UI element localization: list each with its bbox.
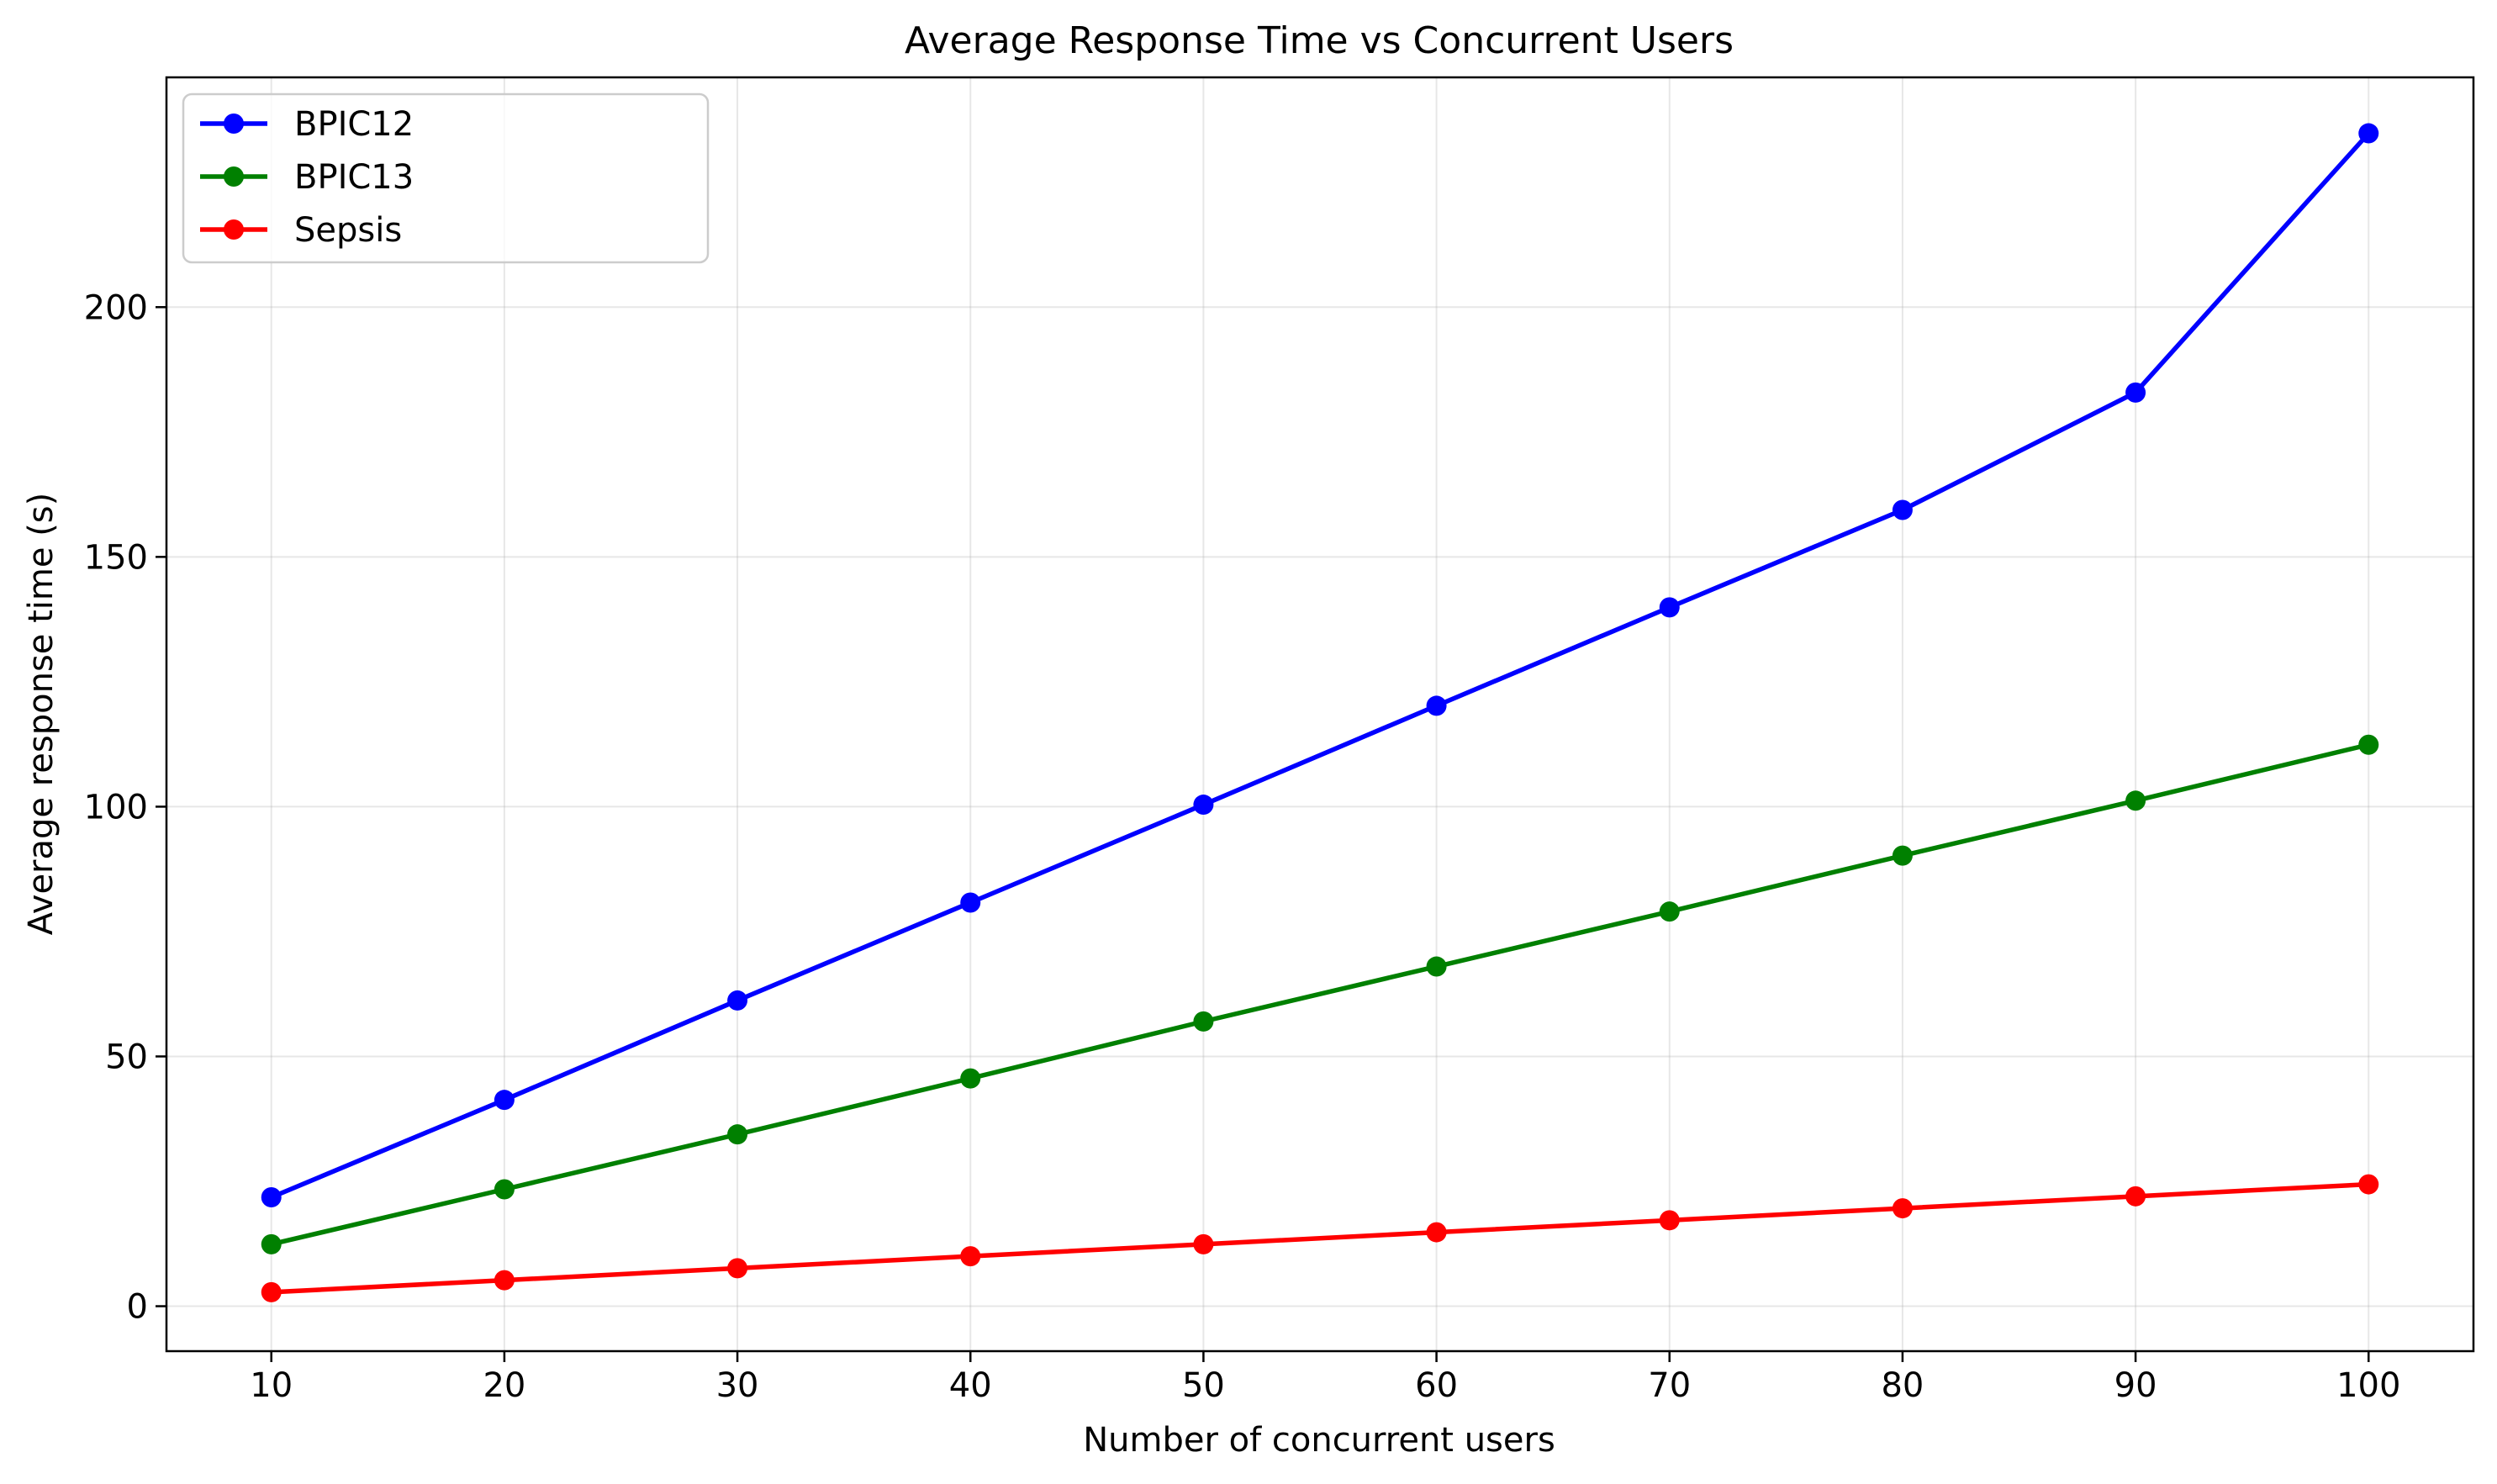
x-tick-label: 40: [949, 1366, 992, 1405]
data-point-bpic12: [727, 990, 748, 1011]
data-point-bpic13: [1892, 845, 1913, 866]
data-point-bpic12: [1659, 597, 1680, 618]
data-point-bpic13: [2125, 790, 2146, 811]
y-tick-label: 200: [84, 288, 148, 327]
data-point-bpic12: [261, 1187, 282, 1208]
data-point-bpic13: [2358, 734, 2379, 755]
data-point-bpic13: [494, 1179, 515, 1200]
legend-label: BPIC13: [294, 158, 414, 197]
series-sepsis: [261, 1174, 2379, 1302]
data-point-sepsis: [1892, 1198, 1913, 1219]
data-point-bpic12: [2125, 382, 2146, 403]
data-point-bpic12: [1193, 795, 1214, 816]
grid-lines: [166, 77, 2473, 1351]
legend-box: [182, 92, 710, 264]
plot-background: [166, 77, 2473, 1351]
plot-area: [165, 76, 2475, 1353]
data-point-bpic13: [1659, 901, 1680, 922]
series-line-bpic12: [268, 130, 2372, 1200]
y-tick-label: 0: [127, 1288, 148, 1327]
data-point-sepsis: [261, 1281, 282, 1302]
y-tick-label: 100: [84, 788, 148, 826]
data-point-sepsis: [494, 1270, 515, 1291]
x-tick-label: 50: [1182, 1366, 1225, 1405]
x-tick-label: 100: [2336, 1366, 2400, 1405]
y-tick-label: 50: [105, 1038, 148, 1076]
data-point-bpic13: [960, 1068, 981, 1089]
series-bpic13: [261, 734, 2379, 1254]
data-point-bpic12: [1426, 695, 1447, 716]
legend-item-bpic13: BPIC13: [200, 158, 414, 197]
x-axis: 10 20 30 40 50 60 70 80 90 100: [250, 1351, 2400, 1405]
legend-item-bpic12: BPIC12: [200, 105, 414, 144]
legend-label: BPIC12: [294, 105, 414, 144]
legend-marker: [224, 166, 244, 187]
data-point-sepsis: [1193, 1233, 1214, 1254]
y-axis-label: Average response time (s): [22, 493, 61, 936]
y-tick-label: 150: [84, 538, 148, 577]
data-point-sepsis: [2358, 1174, 2379, 1195]
data-point-bpic12: [2358, 123, 2379, 144]
x-tick-label: 60: [1415, 1366, 1458, 1405]
chart-title: Average Response Time vs Concurrent User…: [905, 19, 1734, 62]
x-tick-label: 10: [250, 1366, 293, 1405]
series-line-sepsis: [268, 1181, 2372, 1295]
series-bpic12: [261, 123, 2379, 1208]
data-point-bpic13: [727, 1124, 748, 1145]
data-point-bpic13: [1193, 1011, 1214, 1032]
legend-item-sepsis: Sepsis: [200, 211, 402, 250]
data-point-bpic13: [261, 1233, 282, 1254]
legend: BPIC12 BPIC13 Sepsis: [182, 92, 710, 264]
series-line-bpic13: [268, 742, 2372, 1247]
x-tick-label: 20: [483, 1366, 525, 1405]
data-point-sepsis: [960, 1246, 981, 1267]
series-layer: [261, 123, 2379, 1302]
data-point-sepsis: [1426, 1222, 1447, 1243]
data-point-sepsis: [1659, 1210, 1680, 1231]
data-point-bpic13: [1426, 956, 1447, 977]
data-point-bpic12: [1892, 499, 1913, 520]
x-tick-label: 30: [716, 1366, 759, 1405]
legend-marker: [224, 114, 244, 134]
x-tick-label: 90: [2114, 1366, 2157, 1405]
x-tick-label: 70: [1648, 1366, 1691, 1405]
data-point-sepsis: [727, 1258, 748, 1279]
x-axis-label: Number of concurrent users: [1083, 1421, 1555, 1460]
legend-label: Sepsis: [294, 211, 402, 250]
plot-frame: [165, 76, 2475, 1353]
data-point-bpic12: [494, 1090, 515, 1111]
data-point-bpic12: [960, 892, 981, 913]
x-tick-label: 80: [1881, 1366, 1924, 1405]
y-axis: 0 50 100 150 200: [84, 288, 166, 1327]
data-point-sepsis: [2125, 1186, 2146, 1207]
legend-marker: [224, 219, 244, 240]
